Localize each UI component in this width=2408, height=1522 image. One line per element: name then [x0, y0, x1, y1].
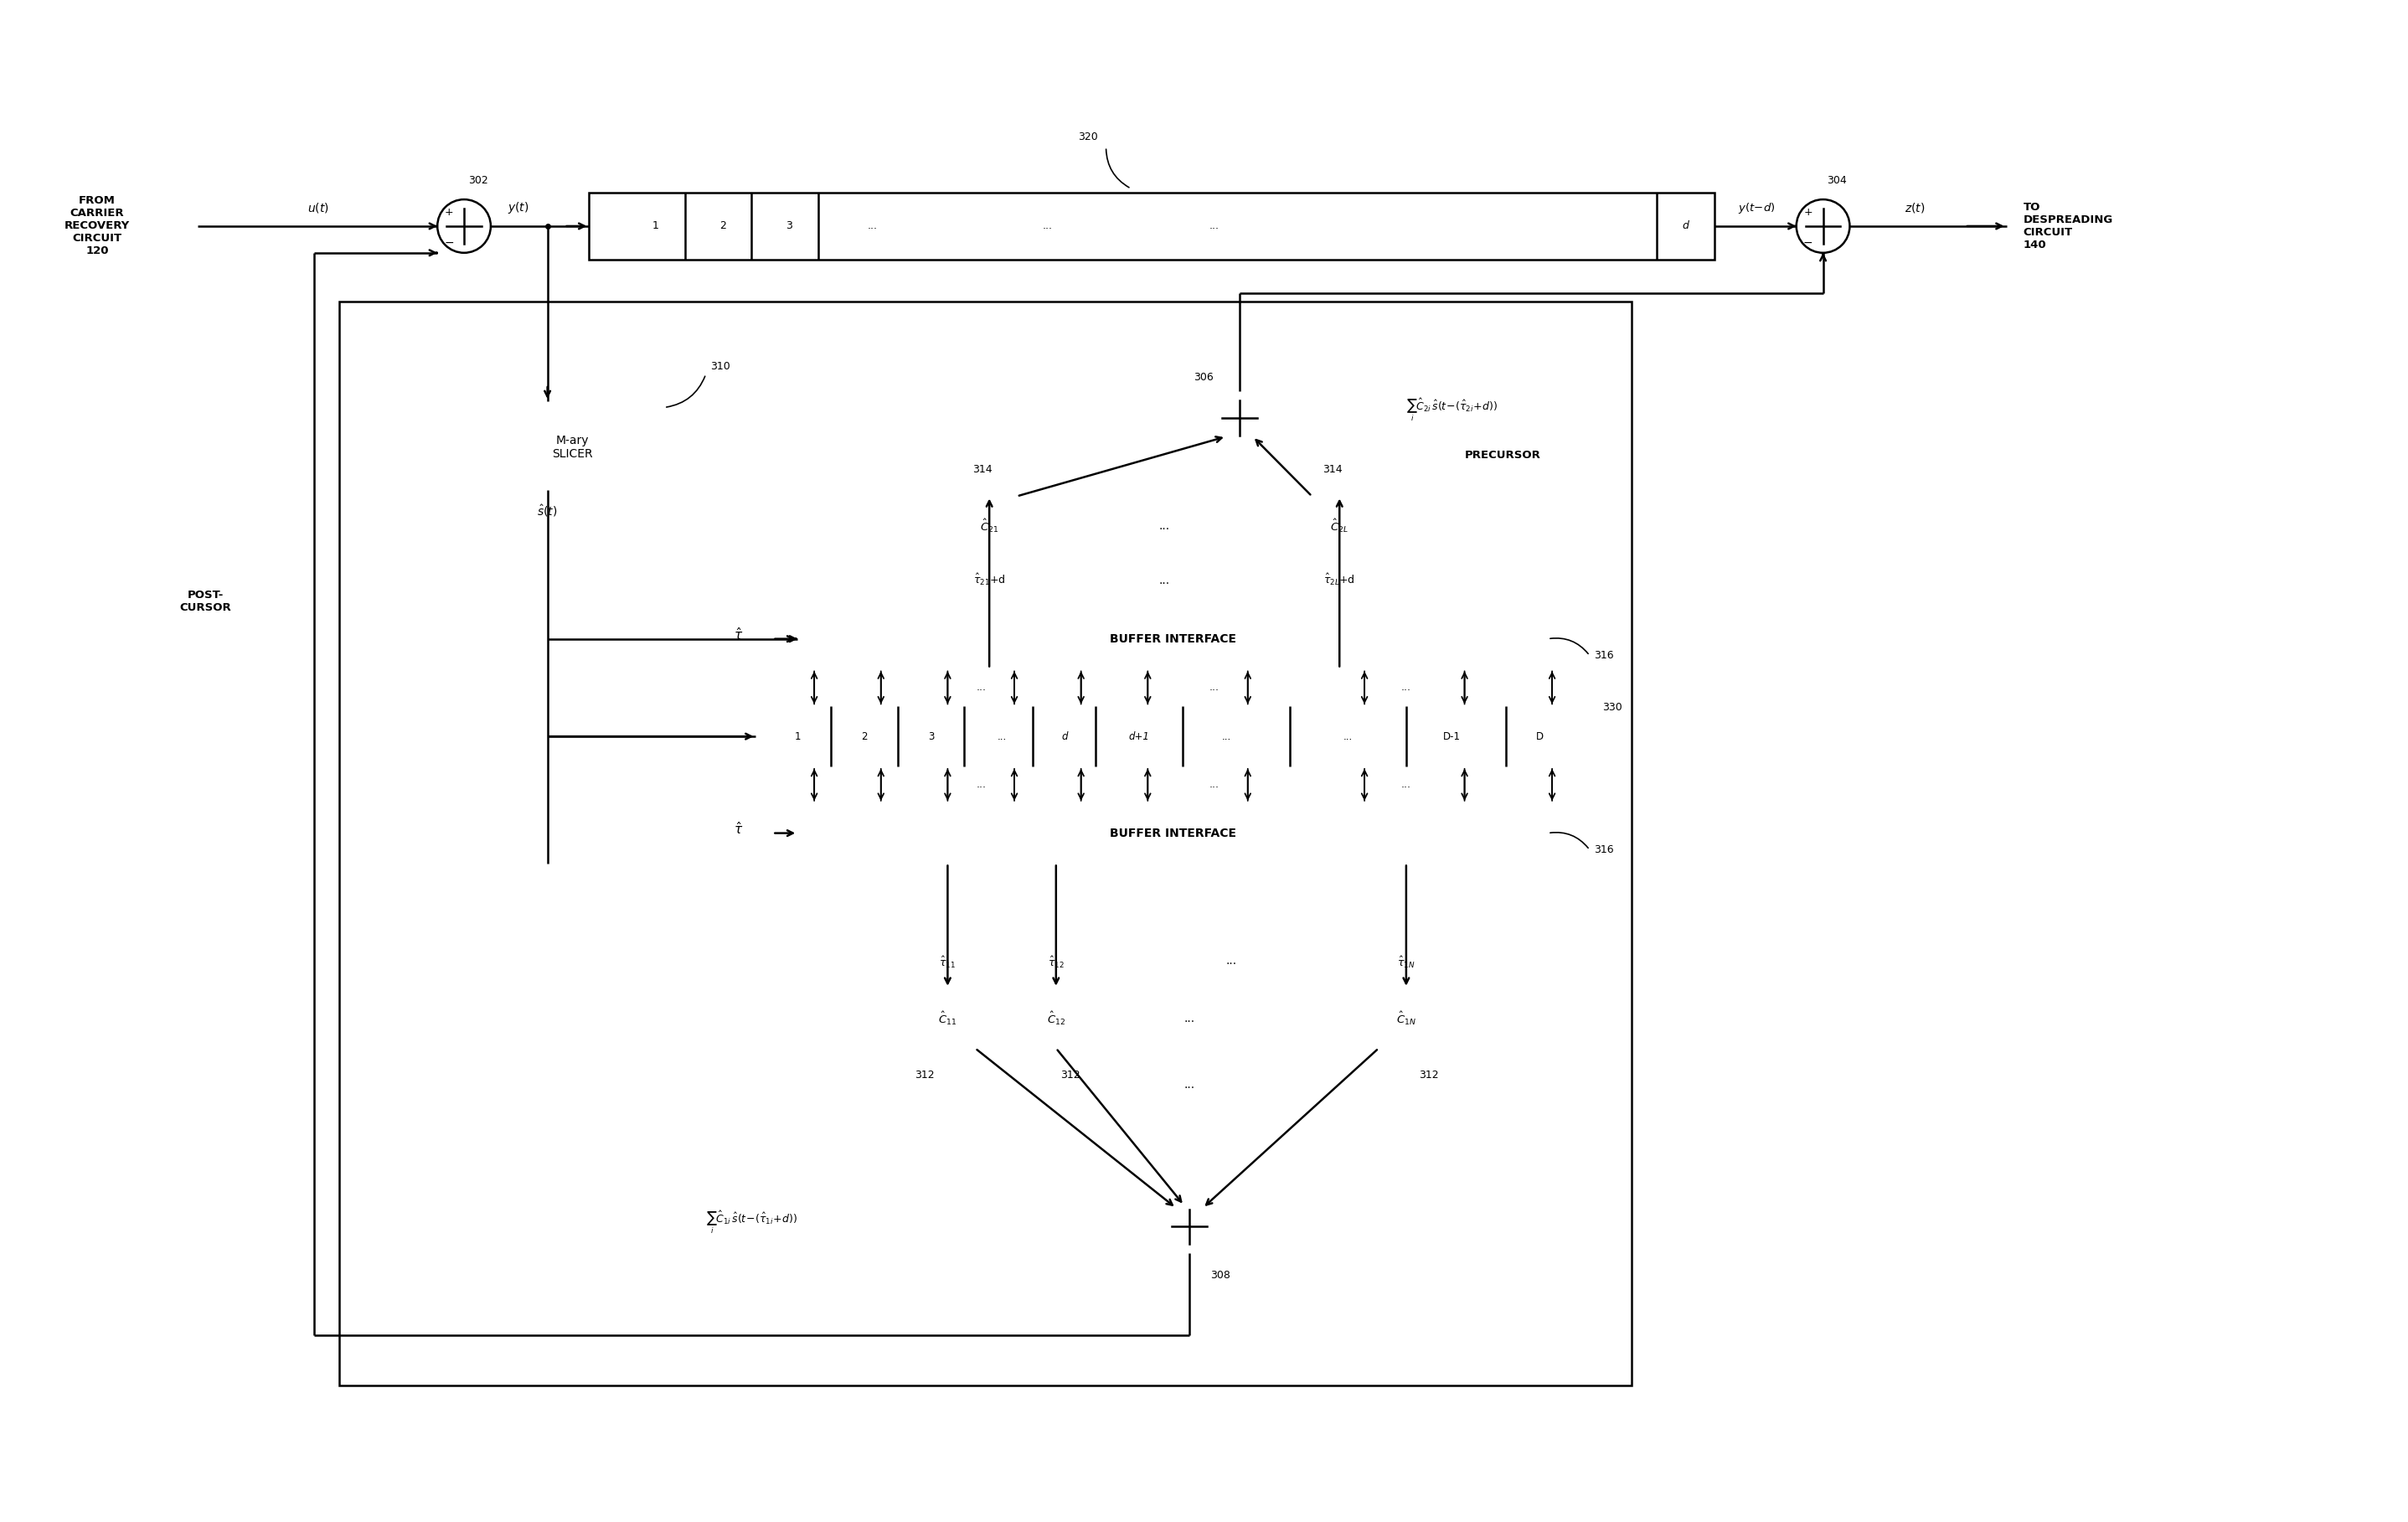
Text: ...: ... [867, 221, 877, 231]
Text: ...: ... [975, 779, 985, 790]
FancyBboxPatch shape [756, 706, 1589, 767]
Text: d: d [1062, 731, 1067, 741]
Text: BUFFER INTERFACE: BUFFER INTERFACE [1110, 828, 1235, 839]
Text: 3: 3 [785, 221, 792, 231]
Text: 302: 302 [467, 175, 489, 186]
Text: M-ary
SLICER: M-ary SLICER [551, 434, 592, 460]
Text: ...: ... [975, 682, 985, 693]
Text: −: − [443, 237, 455, 248]
Text: ...: ... [1158, 575, 1170, 586]
Text: $\hat{s}(t)$: $\hat{s}(t)$ [537, 502, 559, 517]
Text: BUFFER INTERFACE: BUFFER INTERFACE [1110, 633, 1235, 645]
Text: ...: ... [1185, 1079, 1194, 1091]
Text: 306: 306 [1194, 371, 1214, 384]
FancyBboxPatch shape [944, 496, 1035, 557]
Text: $\hat{\tau}_{1N}$: $\hat{\tau}_{1N}$ [1397, 954, 1416, 970]
Text: FROM
CARRIER
RECOVERY
CIRCUIT
120: FROM CARRIER RECOVERY CIRCUIT 120 [65, 195, 130, 257]
Text: 304: 304 [1828, 175, 1847, 186]
Text: $\hat{\tau}$: $\hat{\tau}$ [734, 820, 744, 837]
Text: $z(t)$: $z(t)$ [1905, 201, 1924, 215]
Text: 308: 308 [1211, 1269, 1230, 1282]
Text: ...: ... [1209, 779, 1218, 790]
Text: $\hat{\tau}_{11}$: $\hat{\tau}_{11}$ [939, 954, 956, 970]
Text: $y(t\!-\!d)$: $y(t\!-\!d)$ [1739, 201, 1775, 215]
Text: 310: 310 [710, 361, 730, 371]
Text: +: + [1804, 207, 1813, 218]
Text: ...: ... [1185, 1012, 1194, 1024]
Text: $u(t)$: $u(t)$ [308, 201, 330, 215]
Text: 316: 316 [1594, 845, 1613, 855]
Text: $\sum_i \hat{C}_{2i}\,\hat{s}(t\!-\!(\hat{\tau}_{2i}\!+\!d))$: $\sum_i \hat{C}_{2i}\,\hat{s}(t\!-\!(\ha… [1406, 396, 1498, 423]
Text: ...: ... [1401, 779, 1411, 790]
FancyBboxPatch shape [340, 301, 1630, 1385]
FancyBboxPatch shape [797, 804, 1548, 863]
Text: 314: 314 [1322, 464, 1344, 475]
FancyBboxPatch shape [901, 988, 995, 1049]
Text: 316: 316 [1594, 650, 1613, 661]
Text: ...: ... [1401, 682, 1411, 693]
Text: $\hat{C}_{21}$: $\hat{C}_{21}$ [980, 517, 999, 534]
Text: 2: 2 [720, 221, 725, 231]
Text: 314: 314 [973, 464, 992, 475]
Text: 330: 330 [1601, 702, 1623, 712]
Text: $\hat{C}_{2L}$: $\hat{C}_{2L}$ [1329, 517, 1348, 534]
Text: −: − [1804, 237, 1813, 248]
Text: +: + [445, 207, 453, 218]
Text: $\hat{\tau}_{12}$: $\hat{\tau}_{12}$ [1047, 954, 1064, 970]
Text: 1: 1 [653, 221, 660, 231]
Text: $\hat{\tau}_{2L}$+d: $\hat{\tau}_{2L}$+d [1324, 572, 1356, 587]
Text: D-1: D-1 [1442, 731, 1462, 741]
Text: ...: ... [1209, 221, 1218, 231]
FancyBboxPatch shape [482, 403, 665, 492]
Text: 312: 312 [1418, 1070, 1438, 1081]
Text: $y(t)$: $y(t)$ [508, 201, 530, 215]
Text: 1: 1 [795, 731, 802, 741]
Text: ...: ... [1226, 954, 1238, 966]
Text: 320: 320 [1079, 132, 1098, 143]
FancyBboxPatch shape [590, 193, 1714, 259]
Text: 312: 312 [1060, 1070, 1079, 1081]
Text: 3: 3 [927, 731, 934, 741]
Text: $\hat{C}_{11}$: $\hat{C}_{11}$ [939, 1009, 956, 1027]
Text: ...: ... [997, 731, 1007, 741]
Text: ...: ... [1209, 682, 1218, 693]
Text: ...: ... [1344, 731, 1353, 741]
FancyBboxPatch shape [1361, 988, 1452, 1049]
Text: $\hat{\tau}$: $\hat{\tau}$ [734, 627, 744, 642]
Text: ...: ... [1158, 521, 1170, 533]
Text: 2: 2 [862, 731, 867, 741]
FancyBboxPatch shape [1293, 496, 1385, 557]
FancyBboxPatch shape [1011, 988, 1103, 1049]
Text: $\hat{\tau}_{21}$+d: $\hat{\tau}_{21}$+d [973, 572, 1007, 587]
Text: $\hat{C}_{12}$: $\hat{C}_{12}$ [1047, 1009, 1064, 1027]
Text: POST-
CURSOR: POST- CURSOR [181, 589, 231, 613]
Text: PRECURSOR: PRECURSOR [1464, 451, 1541, 461]
FancyBboxPatch shape [797, 609, 1548, 668]
Text: D: D [1536, 731, 1544, 741]
Text: $\hat{C}_{1N}$: $\hat{C}_{1N}$ [1397, 1009, 1416, 1027]
Text: ...: ... [1223, 731, 1230, 741]
Text: d+1: d+1 [1129, 731, 1149, 741]
Text: d: d [1683, 221, 1688, 231]
Text: 312: 312 [915, 1070, 934, 1081]
Text: TO
DESPREADING
CIRCUIT
140: TO DESPREADING CIRCUIT 140 [2023, 202, 2112, 251]
Text: $\sum_i \hat{C}_{1i}\,\hat{s}(t\!-\!(\hat{\tau}_{1i}\!+\!d))$: $\sum_i \hat{C}_{1i}\,\hat{s}(t\!-\!(\ha… [706, 1210, 797, 1236]
Text: ...: ... [1043, 221, 1052, 231]
